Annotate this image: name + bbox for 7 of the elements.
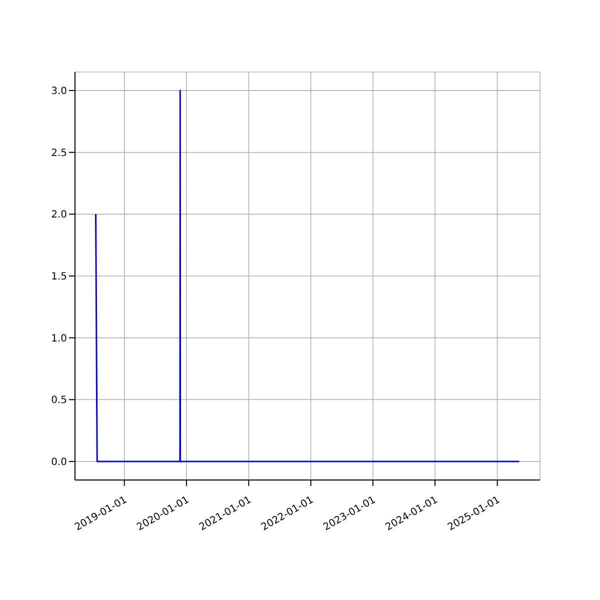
y-tick-label: 2.5	[51, 148, 67, 159]
y-tick-label: 3.0	[51, 86, 67, 98]
y-tick-label: 0.0	[51, 457, 67, 468]
y-tick-label: 2.0	[51, 210, 67, 221]
y-tick-label: 0.5	[51, 395, 67, 406]
y-tick-label: 1.0	[51, 333, 67, 344]
y-tick-label: 1.5	[51, 272, 67, 283]
